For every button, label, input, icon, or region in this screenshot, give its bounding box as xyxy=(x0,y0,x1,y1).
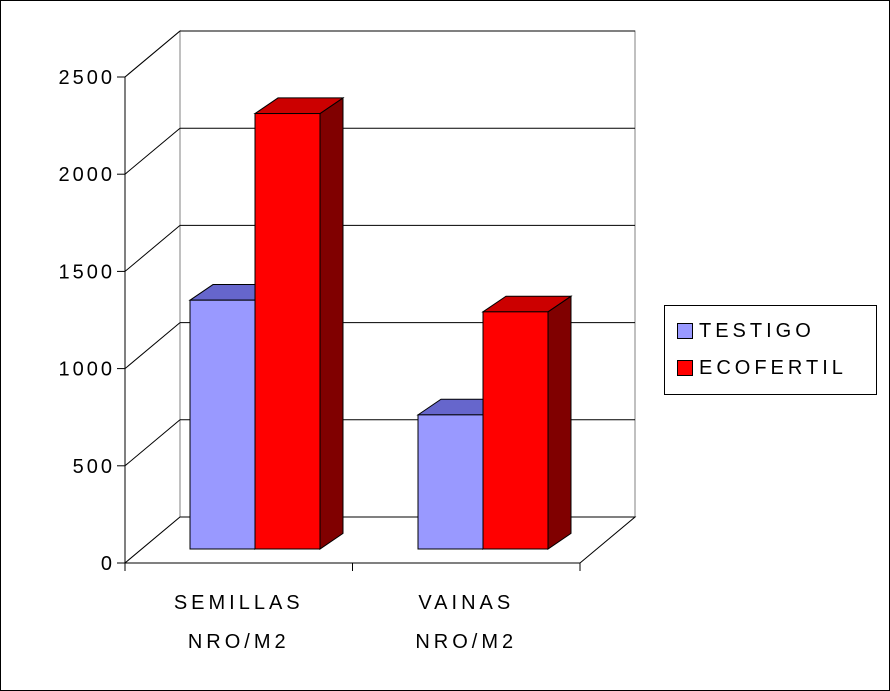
x-category-label-line2: NRO/M2 xyxy=(188,631,290,653)
legend: TESTIGO ECOFERTIL xyxy=(664,305,877,395)
legend-item-testigo: TESTIGO xyxy=(677,319,815,343)
legend-label-ecofertil: ECOFERTIL xyxy=(699,356,847,379)
y-tick-label: 500 xyxy=(73,456,115,478)
ecofertil-bar-1 xyxy=(253,96,345,550)
legend-swatch-ecofertil xyxy=(677,360,693,376)
y-tick-label: 1500 xyxy=(59,261,116,283)
ecofertil-bar-1-side xyxy=(319,96,344,550)
gridline-diagonal xyxy=(124,322,181,369)
ecofertil-bar-2-side xyxy=(547,295,572,550)
axes xyxy=(117,76,581,571)
ecofertil-bar-1-front xyxy=(254,113,321,550)
y-tick-labels: 0 500 1000 1500 2000 2500 xyxy=(59,67,116,575)
gridline-diagonal xyxy=(124,225,181,272)
side-wall xyxy=(124,29,181,565)
x-category-labels: SEMILLAS NRO/M2 VAINAS NRO/M2 xyxy=(174,592,517,653)
y-tick-label: 1000 xyxy=(59,359,116,381)
x-category-label-line1: VAINAS xyxy=(418,592,514,614)
y-tick-label: 2000 xyxy=(59,164,116,186)
gridline-diagonal xyxy=(124,419,181,467)
legend-label-testigo: TESTIGO xyxy=(699,319,815,342)
y-tick-label: 2500 xyxy=(59,67,116,89)
y-tick-label: 0 xyxy=(101,553,115,575)
gridline-diagonal xyxy=(124,30,181,78)
testigo-bar-1-front xyxy=(189,299,256,550)
x-category-label-line1: SEMILLAS xyxy=(174,592,304,614)
x-category-label-line2: NRO/M2 xyxy=(415,631,517,653)
bars xyxy=(188,96,573,550)
gridline-diagonal xyxy=(124,127,181,175)
testigo-bar-2-front xyxy=(417,414,484,550)
ecofertil-bar-2 xyxy=(481,295,573,550)
legend-item-ecofertil: ECOFERTIL xyxy=(677,356,847,380)
ecofertil-bar-2-front xyxy=(482,311,549,550)
legend-swatch-testigo xyxy=(677,323,693,339)
